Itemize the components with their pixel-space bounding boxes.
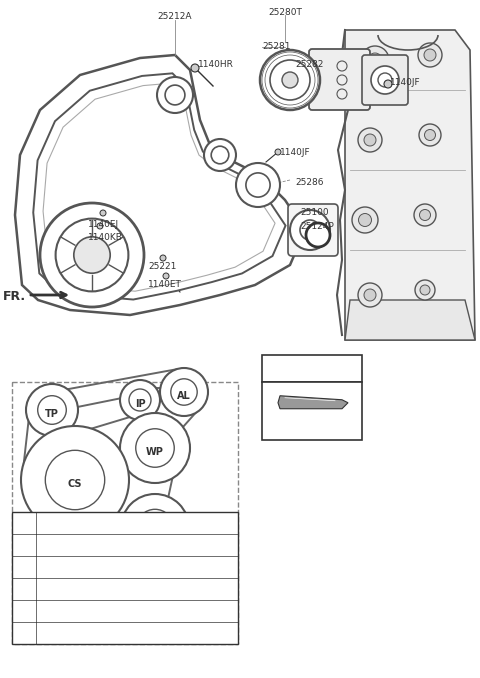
Circle shape <box>275 149 281 155</box>
Circle shape <box>191 64 199 72</box>
Circle shape <box>368 53 382 67</box>
Bar <box>262 382 362 440</box>
Text: WATER PUMP: WATER PUMP <box>40 515 99 525</box>
Circle shape <box>260 50 320 110</box>
Text: 1140EJ: 1140EJ <box>88 220 119 229</box>
Text: FR.: FR. <box>3 290 26 302</box>
Text: AC: AC <box>18 538 30 546</box>
Text: TP: TP <box>45 409 59 419</box>
Bar <box>12 512 238 644</box>
Text: CS: CS <box>68 479 82 489</box>
Circle shape <box>120 380 160 420</box>
Text: AC: AC <box>148 527 162 537</box>
Circle shape <box>157 77 193 113</box>
Circle shape <box>358 283 382 307</box>
Text: AL: AL <box>18 626 30 635</box>
Circle shape <box>163 273 169 279</box>
Circle shape <box>204 139 236 171</box>
Text: 1140JF: 1140JF <box>390 78 420 87</box>
FancyBboxPatch shape <box>288 204 338 256</box>
Text: 25212A: 25212A <box>158 12 192 21</box>
Circle shape <box>415 280 435 300</box>
Text: 25124P: 25124P <box>300 222 334 231</box>
Text: 1140JF: 1140JF <box>280 148 311 157</box>
Text: AIR CON COMPRESSOR: AIR CON COMPRESSOR <box>40 538 144 546</box>
Text: TENSIONER PULLEY: TENSIONER PULLEY <box>40 603 128 612</box>
Text: AL: AL <box>177 391 191 401</box>
Circle shape <box>361 46 389 74</box>
Text: 21451B: 21451B <box>290 359 334 369</box>
Circle shape <box>306 223 330 247</box>
Text: TP: TP <box>19 603 29 612</box>
Bar <box>12 382 238 644</box>
Text: IP: IP <box>135 399 145 409</box>
Circle shape <box>424 129 435 140</box>
Text: 25100: 25100 <box>300 208 329 217</box>
Circle shape <box>420 285 430 295</box>
Circle shape <box>364 134 376 146</box>
Text: ALTERNATOR: ALTERNATOR <box>40 626 98 635</box>
Text: 1140KB: 1140KB <box>88 233 123 242</box>
Circle shape <box>419 124 441 146</box>
Text: 25282: 25282 <box>295 60 324 69</box>
Text: CS: CS <box>18 559 30 568</box>
Circle shape <box>74 237 110 273</box>
Circle shape <box>97 223 103 229</box>
Circle shape <box>414 204 436 226</box>
Text: IDLE PULLEY: IDLE PULLEY <box>40 582 96 591</box>
Circle shape <box>40 203 144 307</box>
Circle shape <box>420 210 431 220</box>
Polygon shape <box>33 73 286 300</box>
Text: 25280T: 25280T <box>268 8 302 17</box>
Circle shape <box>364 289 376 301</box>
Circle shape <box>359 214 372 226</box>
FancyBboxPatch shape <box>309 49 370 110</box>
Polygon shape <box>345 30 475 340</box>
Circle shape <box>424 49 436 61</box>
Circle shape <box>384 80 392 88</box>
Circle shape <box>120 413 190 483</box>
Text: 25281: 25281 <box>262 42 290 51</box>
FancyBboxPatch shape <box>362 55 408 105</box>
Circle shape <box>352 207 378 233</box>
Circle shape <box>236 163 280 207</box>
Text: IP: IP <box>20 582 28 591</box>
Text: 25221: 25221 <box>148 262 176 271</box>
Circle shape <box>160 255 166 261</box>
Text: 1140HR: 1140HR <box>198 60 234 69</box>
Circle shape <box>418 43 442 67</box>
Text: WP: WP <box>146 447 164 457</box>
Text: WP: WP <box>17 515 31 525</box>
Text: 1140ET: 1140ET <box>148 280 182 289</box>
Circle shape <box>100 210 106 216</box>
Circle shape <box>282 72 298 88</box>
Circle shape <box>290 210 330 250</box>
Polygon shape <box>345 300 475 340</box>
Circle shape <box>121 494 189 562</box>
Text: CRANK SHAFT: CRANK SHAFT <box>40 559 103 568</box>
Polygon shape <box>278 396 348 409</box>
Text: 25286: 25286 <box>295 178 324 187</box>
Circle shape <box>358 128 382 152</box>
Circle shape <box>371 66 399 94</box>
Circle shape <box>160 368 208 416</box>
Circle shape <box>21 426 129 534</box>
Bar <box>262 355 362 382</box>
Circle shape <box>26 384 78 436</box>
